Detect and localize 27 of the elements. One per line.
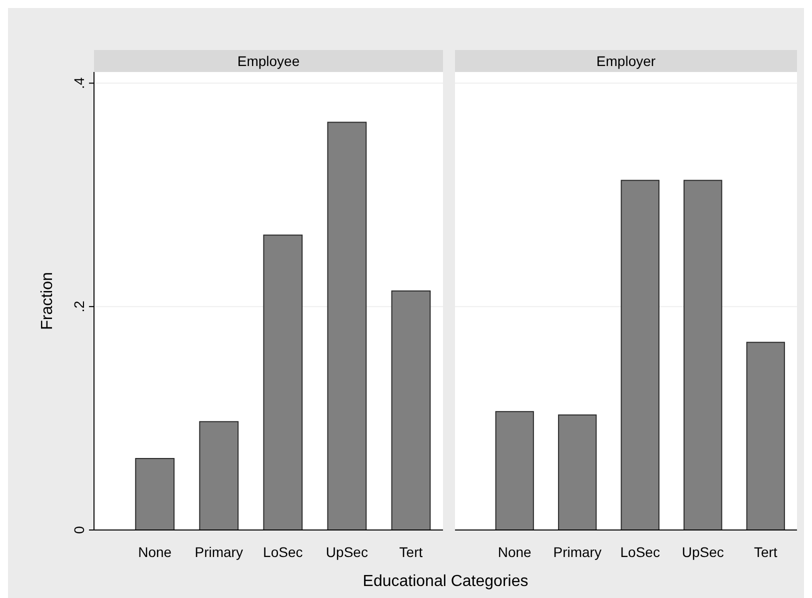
x-tick-label: Tert: [399, 544, 423, 560]
x-tick-label: UpSec: [326, 544, 368, 560]
bar: [558, 414, 597, 530]
bar: [495, 411, 534, 530]
bar: [684, 180, 722, 530]
chart-title: Employee: [237, 53, 300, 69]
bar: [620, 180, 660, 530]
x-tick-label: Tert: [754, 544, 778, 560]
x-tick-label: Primary: [194, 544, 243, 560]
y-axis-title: Fraction: [39, 272, 56, 330]
x-tick-label: LoSec: [263, 544, 303, 560]
x-tick-label: Primary: [553, 544, 602, 560]
bar: [199, 421, 239, 530]
bar: [263, 234, 303, 530]
chart-title: Employer: [596, 53, 656, 69]
y-tick-label: .2: [71, 300, 87, 312]
x-tick-label: LoSec: [620, 544, 660, 560]
bar: [327, 122, 367, 530]
y-tick-label: .4: [71, 77, 87, 90]
x-tick-label: None: [498, 544, 532, 560]
bar: [135, 458, 175, 530]
y-tick-label: 0: [71, 526, 87, 534]
x-axis-title: Educational Categories: [362, 573, 528, 590]
bar: [746, 342, 785, 530]
x-tick-label: UpSec: [682, 544, 724, 560]
x-tick-label: None: [138, 544, 172, 560]
bar: [391, 290, 431, 530]
